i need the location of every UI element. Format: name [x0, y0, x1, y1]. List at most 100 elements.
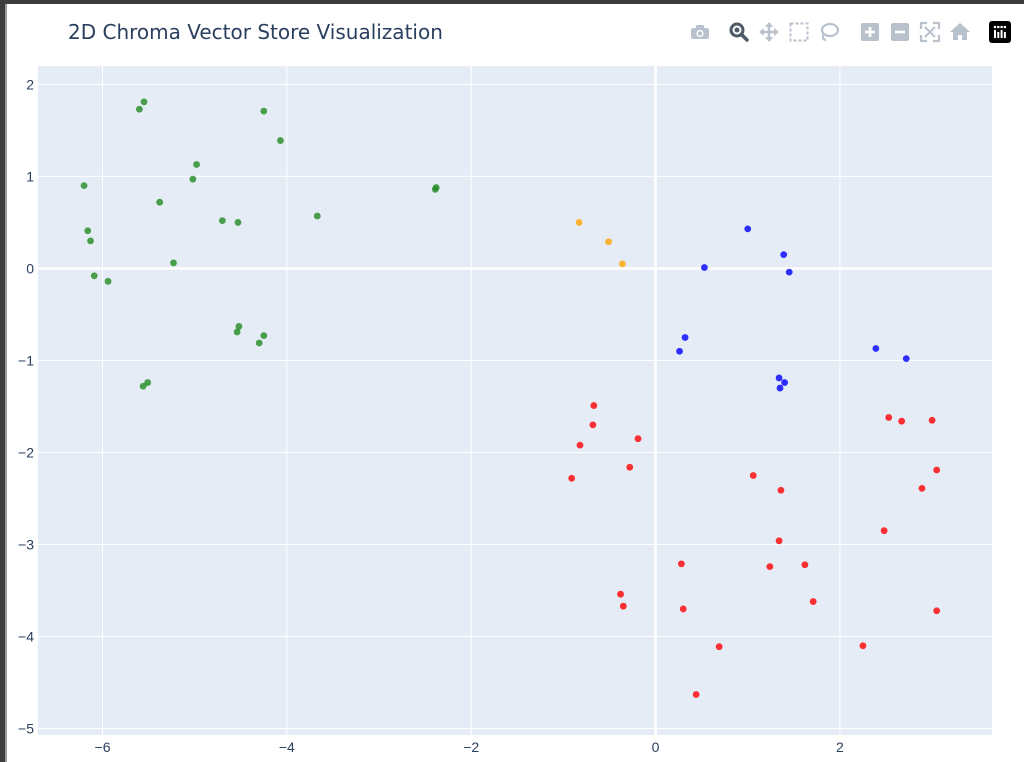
- data-point: [84, 227, 92, 235]
- pan-button[interactable]: [757, 20, 781, 44]
- window-left-border: [0, 0, 5, 762]
- data-point: [189, 175, 197, 183]
- magnifier-icon: [729, 22, 749, 42]
- data-point: [775, 374, 783, 382]
- box-select-button[interactable]: [787, 20, 811, 44]
- autoscale-button[interactable]: [918, 20, 942, 44]
- data-point: [679, 605, 687, 613]
- data-point: [701, 264, 708, 271]
- data-point: [590, 402, 598, 409]
- data-point: [780, 251, 788, 259]
- data-point: [260, 332, 268, 340]
- data-point: [104, 277, 112, 285]
- lasso-select-button[interactable]: [817, 20, 841, 44]
- plotly-logo-icon: [989, 21, 1011, 43]
- data-point: [568, 474, 576, 482]
- data-point: [859, 642, 867, 650]
- data-point: [617, 590, 624, 598]
- data-point: [776, 384, 784, 392]
- lasso-icon: [820, 22, 840, 42]
- y-tick-label: 0: [26, 260, 34, 276]
- data-point: [277, 137, 284, 144]
- data-point: [140, 98, 148, 106]
- data-point: [589, 421, 597, 429]
- data-point: [218, 217, 226, 224]
- data-point: [576, 441, 584, 449]
- data-point: [933, 466, 941, 474]
- data-point: [170, 259, 177, 267]
- plotly-logo-button[interactable]: [988, 20, 1012, 44]
- window-inner-border: [5, 4, 7, 762]
- data-point: [234, 219, 242, 226]
- data-point: [744, 225, 752, 233]
- data-point: [618, 260, 626, 268]
- y-tick-label: −5: [18, 721, 34, 737]
- data-point: [90, 272, 98, 280]
- data-point: [605, 238, 612, 246]
- data-point: [781, 379, 789, 386]
- data-point: [902, 355, 910, 363]
- chart-title: 2D Chroma Vector Store Visualization: [68, 20, 443, 44]
- y-tick-label: −2: [18, 444, 34, 460]
- x-tick-label: 0: [652, 739, 660, 755]
- data-point: [749, 472, 757, 479]
- data-point: [80, 182, 88, 190]
- modebar-toolbar: [688, 20, 1014, 44]
- y-tick-label: −1: [18, 352, 34, 368]
- data-point: [885, 414, 893, 421]
- y-tick-label: −4: [18, 629, 34, 645]
- data-point: [677, 560, 685, 568]
- zoom-button[interactable]: [727, 20, 751, 44]
- autoscale-icon: [919, 21, 941, 43]
- data-point: [928, 416, 936, 424]
- data-point: [135, 105, 143, 113]
- data-point: [777, 486, 785, 494]
- data-point: [260, 107, 268, 115]
- data-point: [626, 463, 634, 471]
- camera-icon: [691, 25, 709, 39]
- download-plot-button[interactable]: [688, 20, 712, 44]
- box-select-icon: [789, 22, 809, 42]
- reset-axes-button[interactable]: [948, 20, 972, 44]
- window-top-border: [0, 0, 1024, 4]
- zoom-in-button[interactable]: [858, 20, 882, 44]
- x-tick-label: 2: [836, 739, 844, 755]
- data-point: [144, 379, 152, 386]
- data-point: [313, 212, 321, 220]
- x-tick-label: −4: [279, 739, 295, 755]
- pan-arrows-icon: [759, 22, 779, 42]
- data-point: [235, 323, 243, 330]
- data-point: [801, 561, 809, 569]
- x-tick-label: −6: [95, 739, 111, 755]
- data-point: [431, 185, 439, 193]
- home-icon: [950, 23, 970, 40]
- data-point: [634, 435, 642, 443]
- data-point: [775, 537, 783, 545]
- x-tick-label: −2: [463, 739, 479, 755]
- zoom-out-button[interactable]: [888, 20, 912, 44]
- data-point: [766, 563, 774, 570]
- minus-square-icon: [891, 23, 909, 41]
- data-point: [785, 268, 793, 276]
- y-tick-label: 1: [26, 168, 34, 184]
- data-point: [619, 602, 627, 610]
- data-point: [880, 527, 888, 535]
- data-point: [233, 328, 241, 336]
- y-tick-label: −3: [18, 537, 34, 553]
- data-point: [918, 484, 926, 492]
- data-point: [676, 347, 683, 355]
- data-point: [898, 417, 906, 425]
- plot-area-background: [38, 66, 992, 735]
- data-point: [715, 643, 723, 651]
- data-point: [575, 219, 583, 226]
- data-point: [933, 607, 941, 615]
- data-point: [255, 339, 263, 347]
- y-tick-label: 2: [26, 76, 34, 92]
- data-point: [692, 691, 700, 698]
- data-point: [809, 598, 817, 605]
- data-point: [681, 334, 689, 341]
- data-point: [872, 345, 880, 352]
- plus-square-icon: [861, 23, 879, 41]
- data-point: [156, 198, 164, 206]
